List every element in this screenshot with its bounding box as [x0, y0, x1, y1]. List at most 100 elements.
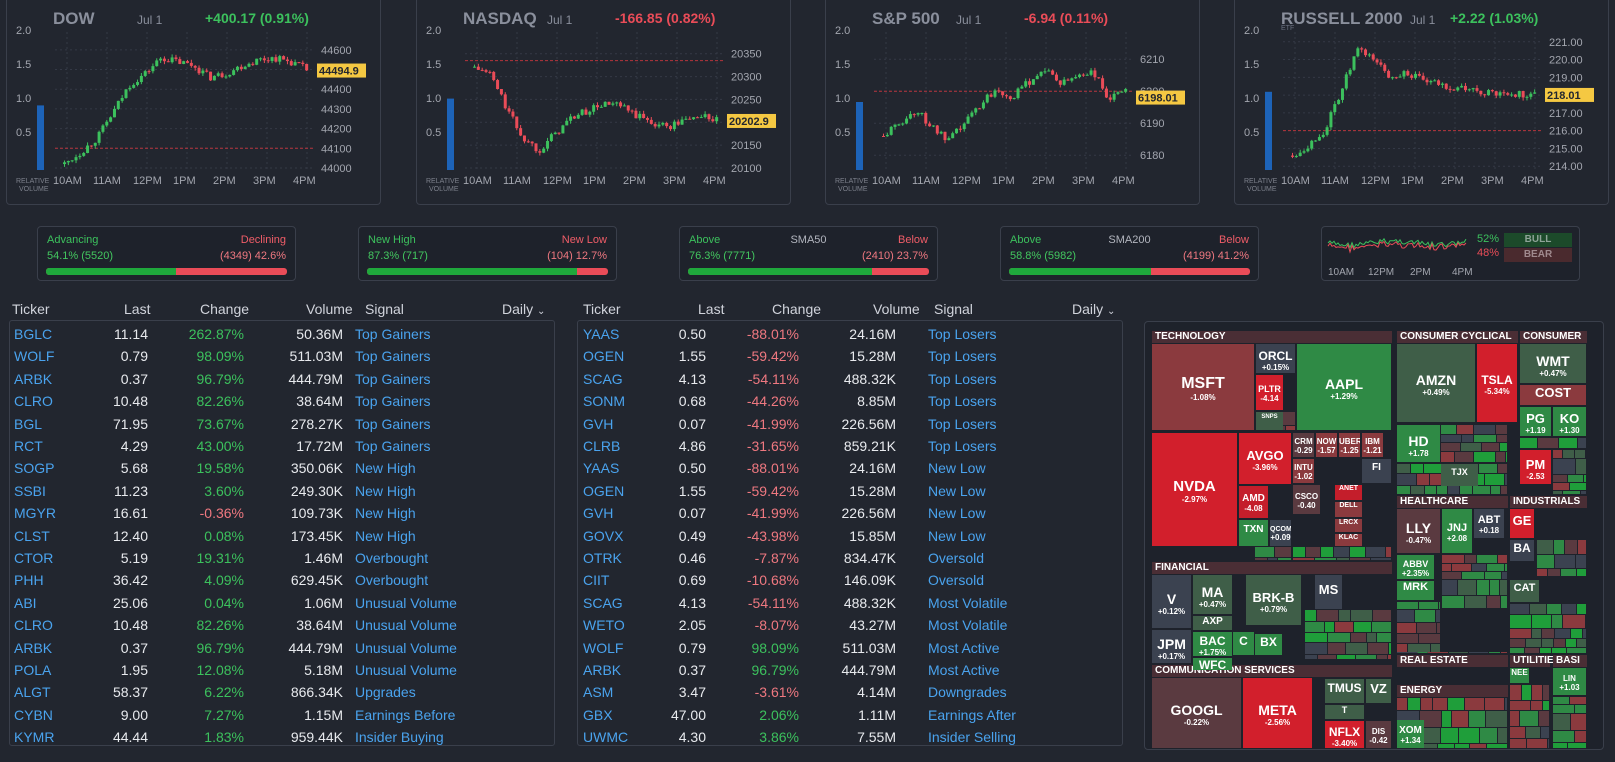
- heatmap-tile[interactable]: [1498, 555, 1507, 563]
- col-change[interactable]: Change: [772, 301, 822, 317]
- heatmap-tile[interactable]: [1458, 580, 1476, 595]
- heatmap-tile[interactable]: [1459, 728, 1479, 743]
- heatmap-tile[interactable]: [1581, 491, 1586, 494]
- heatmap-tile-lin[interactable]: LIN +1.03: [1553, 668, 1586, 695]
- table-row[interactable]: CLRB 4.86 -31.65% 859.21K Top Losers: [578, 435, 1122, 457]
- ticker-link[interactable]: CLRB: [583, 438, 621, 454]
- heatmap-tile[interactable]: [1578, 438, 1586, 448]
- ticker-link[interactable]: UWMC: [583, 729, 629, 746]
- heatmap-tile[interactable]: [1419, 602, 1438, 609]
- heatmap-tile[interactable]: [1537, 569, 1547, 576]
- heatmap-tile[interactable]: [1472, 564, 1486, 571]
- heatmap-tile-csco[interactable]: CSCO -0.40: [1293, 485, 1320, 514]
- heatmap-tile[interactable]: [1548, 739, 1549, 748]
- heatmap-tile[interactable]: [1555, 555, 1575, 568]
- table-row[interactable]: BGLC 11.14 262.87% 50.36M Top Gainers: [10, 323, 554, 345]
- heatmap-tile[interactable]: [1532, 615, 1551, 628]
- heatmap-tile[interactable]: [1510, 615, 1531, 628]
- heatmap-tile[interactable]: [1531, 701, 1542, 710]
- heatmap-tile-axp[interactable]: AXP: [1193, 616, 1232, 630]
- heatmap-tile-amd[interactable]: AMD -4.08: [1239, 486, 1268, 518]
- heatmap-tile[interactable]: [1485, 474, 1504, 485]
- heatmap-tile[interactable]: [1561, 569, 1576, 576]
- heatmap-tile[interactable]: [1441, 443, 1460, 451]
- ticker-link[interactable]: GBX: [583, 706, 613, 723]
- heatmap-tile[interactable]: [1408, 644, 1430, 653]
- ticker-link[interactable]: WOLF: [14, 348, 55, 365]
- breadth-0[interactable]: Advancing Declining 54.1% (5520) (4349) 42.…: [37, 226, 296, 281]
- heatmap-tile[interactable]: [1562, 604, 1576, 614]
- ticker-link[interactable]: GVH: [583, 415, 614, 432]
- col-signal[interactable]: Signal: [365, 301, 404, 317]
- heatmap-tile-cat[interactable]: CAT: [1510, 580, 1539, 602]
- sector-label[interactable]: HEALTHCARE: [1397, 496, 1508, 508]
- heatmap-tile-klac[interactable]: KLAC: [1335, 534, 1362, 546]
- heatmap-tile[interactable]: [1539, 711, 1549, 726]
- heatmap-tile-vz[interactable]: VZ: [1366, 679, 1391, 703]
- signal-link[interactable]: Earnings Before: [355, 706, 456, 723]
- heatmap-tile[interactable]: [1335, 622, 1353, 632]
- table-row[interactable]: GVH 0.07 -41.99% 226.56M Top Losers: [578, 413, 1122, 435]
- heatmap-tile[interactable]: [1474, 425, 1495, 434]
- sector-label[interactable]: UTILITIE: [1510, 655, 1554, 667]
- heatmap-tile[interactable]: [1577, 569, 1586, 576]
- heatmap-tile[interactable]: [1439, 602, 1440, 609]
- col-volume[interactable]: Volume: [873, 301, 920, 317]
- heatmap-tile-amzn[interactable]: AMZN +0.49%: [1397, 344, 1475, 422]
- heatmap-tile-snps[interactable]: SNPS: [1256, 412, 1283, 430]
- ticker-link[interactable]: ARBK: [583, 662, 622, 678]
- signal-link[interactable]: Downgrades: [928, 684, 1007, 701]
- sector-heatmap[interactable]: TECHNOLOGY CONSUMER CYCLICAL CONSUMER FINAN…: [1144, 321, 1604, 750]
- heatmap-tile[interactable]: [1465, 555, 1476, 563]
- heatmap-tile[interactable]: [1328, 633, 1350, 642]
- signal-link[interactable]: New Low: [928, 460, 986, 477]
- heatmap-tile[interactable]: [1575, 450, 1585, 458]
- heatmap-tile[interactable]: [1306, 547, 1320, 557]
- heatmap-tile-nflx[interactable]: NFLX -3.40%: [1325, 721, 1364, 748]
- table-row[interactable]: OGEN 1.55 -59.42% 15.28M Top Losers: [578, 345, 1122, 367]
- heatmap-tile[interactable]: [1418, 652, 1427, 653]
- heatmap-tile[interactable]: [1526, 639, 1541, 647]
- heatmap-tile[interactable]: [1567, 648, 1586, 653]
- heatmap-tile[interactable]: [1305, 622, 1324, 632]
- signal-link[interactable]: Top Gainers: [355, 438, 431, 454]
- heatmap-tile-avgo[interactable]: AVGO -3.96%: [1239, 433, 1291, 484]
- heatmap-tile[interactable]: [1477, 580, 1489, 595]
- heatmap-tile-googl[interactable]: GOOGL -0.22%: [1152, 678, 1241, 748]
- heatmap-tile[interactable]: [1328, 643, 1345, 654]
- table-row[interactable]: OGEN 1.55 -59.42% 15.28M New Low: [578, 480, 1122, 502]
- heatmap-tile[interactable]: [1553, 743, 1567, 748]
- heatmap-tile[interactable]: [1442, 596, 1464, 608]
- heatmap-tile-brk-b[interactable]: BRK-B +0.79%: [1246, 575, 1301, 625]
- heatmap-tile[interactable]: [1473, 486, 1490, 494]
- heatmap-tile[interactable]: [1490, 580, 1499, 595]
- heatmap-tile[interactable]: [1575, 731, 1586, 742]
- breadth-3[interactable]: Above SMA200 Below 58.8% (5982) (4199) 41.2%: [1000, 226, 1259, 281]
- signal-link[interactable]: New Low: [928, 482, 986, 499]
- heatmap-tile-bx[interactable]: BX: [1255, 634, 1282, 655]
- ticker-link[interactable]: ARBK: [14, 639, 53, 656]
- table-row[interactable]: RCT 4.29 43.00% 17.72M Top Gainers: [10, 435, 554, 457]
- heatmap-tile[interactable]: [1305, 643, 1327, 654]
- heatmap-tile[interactable]: [1452, 711, 1468, 727]
- table-row[interactable]: WOLF 0.79 98.09% 511.03M Most Active: [578, 637, 1122, 659]
- col-change[interactable]: Change: [200, 301, 250, 317]
- table-row[interactable]: SSBI 11.23 3.60% 249.30K New High: [10, 480, 554, 502]
- ticker-link[interactable]: OGEN: [583, 482, 625, 499]
- ticker-link[interactable]: OGEN: [583, 348, 625, 365]
- heatmap-tile[interactable]: [1351, 633, 1366, 642]
- ticker-link[interactable]: WOLF: [583, 639, 624, 656]
- signal-link[interactable]: Top Losers: [928, 438, 997, 454]
- heatmap-tile[interactable]: [1505, 474, 1507, 485]
- heatmap-tile[interactable]: [1510, 639, 1525, 647]
- signal-link[interactable]: Oversold: [928, 550, 985, 566]
- heatmap-tile-meta[interactable]: META -2.56%: [1243, 678, 1312, 748]
- breadth-1[interactable]: New High New Low 87.3% (717) (104) 12.7%: [358, 226, 617, 281]
- table-row[interactable]: OTRK 0.46 -7.87% 834.47K Oversold: [578, 547, 1122, 569]
- heatmap-tile[interactable]: [1553, 697, 1569, 704]
- heatmap-tile[interactable]: [1469, 711, 1485, 727]
- heatmap-tile[interactable]: [1553, 731, 1574, 742]
- heatmap-tile-crm[interactable]: CRM -0.29: [1293, 433, 1314, 457]
- heatmap-tile[interactable]: [1437, 623, 1440, 633]
- ticker-link[interactable]: CTOR: [14, 550, 54, 566]
